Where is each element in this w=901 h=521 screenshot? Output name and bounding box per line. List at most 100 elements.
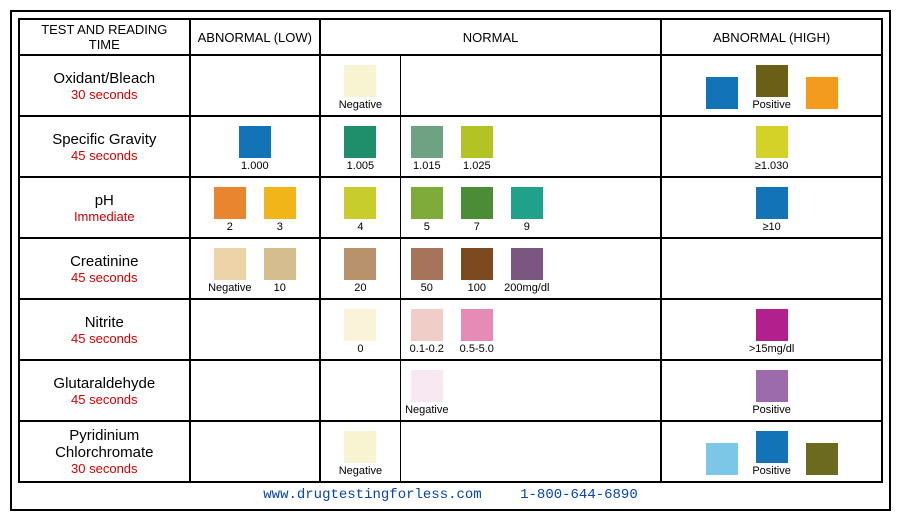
- chip-normal: 1.025: [455, 126, 499, 172]
- chip-label: 10: [274, 282, 286, 294]
- chip-normal: 0: [338, 309, 382, 355]
- chart-frame: TEST AND READING TIME ABNORMAL (LOW) NOR…: [10, 10, 891, 511]
- chip-label: Negative: [339, 99, 382, 111]
- swatch: [264, 187, 296, 219]
- chip-normal: 200mg/dl: [505, 248, 549, 294]
- chip-label: ≥10: [762, 221, 780, 233]
- cell-normal-b: Negative: [400, 360, 661, 421]
- chip-label: Negative: [208, 282, 251, 294]
- swatch: [411, 248, 443, 280]
- swatch: [461, 248, 493, 280]
- swatch: [806, 77, 838, 109]
- chip-label: Negative: [405, 404, 448, 416]
- test-name: Glutaraldehyde: [24, 375, 185, 392]
- cell-low: [190, 360, 320, 421]
- swatch: [239, 126, 271, 158]
- header-normal: NORMAL: [320, 19, 661, 55]
- chip-high: Positive: [750, 370, 794, 416]
- chip-normal: Negative: [338, 65, 382, 111]
- test-name: Pyridinium Chlorchromate: [24, 427, 185, 461]
- cell-low: 1.000: [190, 116, 320, 177]
- chip-label: ≥1.030: [755, 160, 789, 172]
- footer-link[interactable]: www.drugtestingforless.com: [263, 487, 481, 503]
- swatch: [756, 370, 788, 402]
- chip-label: 200mg/dl: [504, 282, 549, 294]
- chip-normal: 4: [338, 187, 382, 233]
- cell-test: Oxidant/Bleach 30 seconds: [19, 55, 190, 116]
- chip-normal: 1.015: [405, 126, 449, 172]
- reading-time: 45 seconds: [24, 392, 185, 407]
- cell-normal-b: 1.015 1.025: [400, 116, 661, 177]
- swatch: [214, 187, 246, 219]
- swatch: [511, 187, 543, 219]
- cell-normal-a: Negative: [320, 421, 400, 482]
- reading-time: Immediate: [24, 209, 185, 224]
- cell-normal-a: 0: [320, 299, 400, 360]
- cell-high: >15mg/dl: [661, 299, 882, 360]
- chip-label: >15mg/dl: [749, 343, 795, 355]
- swatch: [344, 431, 376, 463]
- cell-test: pH Immediate: [19, 177, 190, 238]
- chip-label: Negative: [339, 465, 382, 477]
- chip-label: 7: [474, 221, 480, 233]
- footer: www.drugtestingforless.com 1-800-644-689…: [18, 487, 883, 503]
- chip-normal: 20: [338, 248, 382, 294]
- chip-high: [800, 443, 844, 477]
- cell-low: 2 3: [190, 177, 320, 238]
- swatch: [461, 187, 493, 219]
- chip-normal: Negative: [405, 370, 449, 416]
- swatch: [344, 65, 376, 97]
- test-name: Specific Gravity: [24, 131, 185, 148]
- cell-normal-b: 5 7 9: [400, 177, 661, 238]
- swatch: [756, 187, 788, 219]
- cell-high: ≥10: [661, 177, 882, 238]
- chip-label: 1.005: [347, 160, 375, 172]
- cell-high: Positive: [661, 421, 882, 482]
- swatch: [756, 65, 788, 97]
- chip-high: >15mg/dl: [750, 309, 794, 355]
- cell-high: ≥1.030: [661, 116, 882, 177]
- swatch: [264, 248, 296, 280]
- table-row: pH Immediate 2 3 4 5 7 9 ≥10: [19, 177, 882, 238]
- chip-label: Positive: [752, 465, 791, 477]
- header-test: TEST AND READING TIME: [19, 19, 190, 55]
- footer-phone: 1-800-644-6890: [520, 487, 638, 503]
- chip-normal: 100: [455, 248, 499, 294]
- chip-label: 1.000: [241, 160, 269, 172]
- chip-low: Negative: [208, 248, 252, 294]
- chip-low: 10: [258, 248, 302, 294]
- cell-normal-a: 4: [320, 177, 400, 238]
- table-row: Glutaraldehyde 45 seconds Negative Posit…: [19, 360, 882, 421]
- chip-high: Positive: [750, 65, 794, 111]
- table-row: Specific Gravity 45 seconds 1.000 1.005 …: [19, 116, 882, 177]
- chip-low: 1.000: [233, 126, 277, 172]
- cell-normal-b: [400, 421, 661, 482]
- chip-low: 2: [208, 187, 252, 233]
- swatch: [756, 431, 788, 463]
- chip-label: 4: [357, 221, 363, 233]
- cell-normal-a: Negative: [320, 55, 400, 116]
- reading-time: 45 seconds: [24, 331, 185, 346]
- chip-label: 0.1-0.2: [410, 343, 444, 355]
- cell-high: Positive: [661, 55, 882, 116]
- cell-normal-a: 1.005: [320, 116, 400, 177]
- cell-high: Positive: [661, 360, 882, 421]
- chip-label: 2: [227, 221, 233, 233]
- swatch: [411, 187, 443, 219]
- test-name: Oxidant/Bleach: [24, 70, 185, 87]
- cell-test: Pyridinium Chlorchromate 30 seconds: [19, 421, 190, 482]
- chip-high: ≥10: [750, 187, 794, 233]
- cell-normal-b: 0.1-0.2 0.5-5.0: [400, 299, 661, 360]
- test-name: Creatinine: [24, 253, 185, 270]
- cell-low: [190, 299, 320, 360]
- table-row: Oxidant/Bleach 30 seconds Negative Posit…: [19, 55, 882, 116]
- test-name: pH: [24, 192, 185, 209]
- cell-test: Nitrite 45 seconds: [19, 299, 190, 360]
- header-low: ABNORMAL (LOW): [190, 19, 320, 55]
- chip-label: 5: [424, 221, 430, 233]
- swatch: [806, 443, 838, 475]
- swatch: [411, 309, 443, 341]
- reading-time: 45 seconds: [24, 270, 185, 285]
- table-row: Pyridinium Chlorchromate 30 seconds Nega…: [19, 421, 882, 482]
- cell-low: [190, 421, 320, 482]
